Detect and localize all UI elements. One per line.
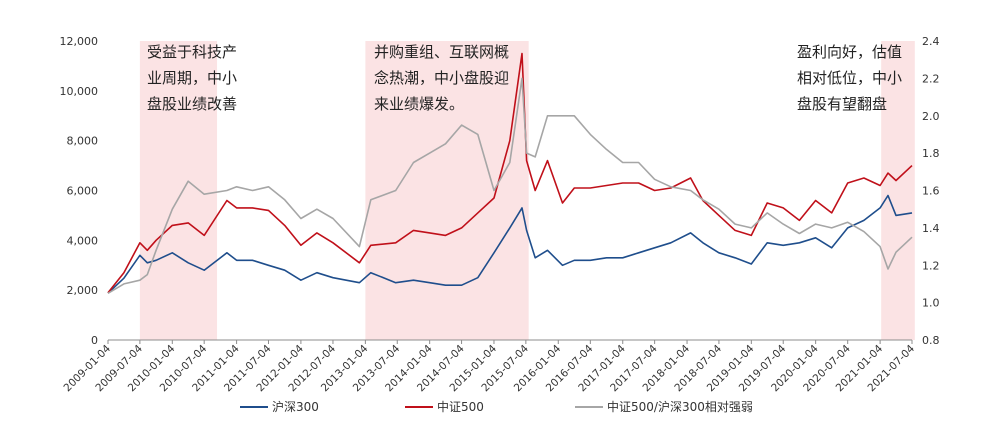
y-right-tick-label: 1.4: [922, 222, 940, 235]
y-right-tick-label: 2.0: [922, 110, 940, 123]
y-right-tick-label: 1.6: [922, 185, 940, 198]
series-lines: [107, 52, 913, 294]
y-left-tick-label: 10,000: [60, 85, 99, 98]
annotation-text-2: 并购重组、互联网概: [374, 43, 509, 61]
annotation-text-3: 盘股有望翻盘: [797, 95, 887, 113]
annotation-text-1: 业周期，中小: [147, 69, 237, 87]
y-left-tick-label: 6,000: [67, 185, 99, 198]
y-left-tick-label: 0: [91, 334, 98, 347]
annotation-text-1: 盘股业绩改善: [147, 95, 237, 113]
legend: 沪深300 中证500 中证500/沪深300相对强弱: [240, 399, 753, 414]
y-left-tick-label: 2,000: [67, 284, 99, 297]
annotation-text-2: 来业绩爆发。: [374, 95, 464, 113]
annotation-text-3: 盈利向好，估值: [797, 43, 902, 61]
shaded-region-1: [139, 41, 218, 340]
legend-label-2: 中证500: [437, 399, 484, 414]
y-right-tick-label: 1.0: [922, 297, 940, 310]
y-left-tick-label: 12,000: [60, 35, 99, 48]
shaded-regions: [139, 41, 915, 340]
legend-label-3: 中证500/沪深300相对强弱: [607, 399, 753, 414]
y-right-tick-label: 1.2: [922, 259, 940, 272]
series-line-1: [107, 194, 913, 294]
legend-label-1: 沪深300: [272, 400, 319, 414]
annotation-text-2: 念热潮，中小盘股迎: [374, 69, 509, 87]
shaded-region-3: [881, 41, 915, 340]
y-right-tick-label: 0.8: [922, 334, 940, 347]
y-right-tick-label: 1.8: [922, 147, 940, 160]
series-line-3: [107, 77, 913, 294]
y-right-tick-label: 2.2: [922, 72, 940, 85]
shaded-region-2: [365, 41, 529, 340]
y-left-tick-label: 8,000: [67, 135, 99, 148]
y-left-tick-label: 4,000: [67, 234, 99, 247]
annotation-text-3: 相对低位，中小: [797, 69, 902, 87]
y-right-tick-label: 2.4: [922, 35, 940, 48]
annotation-text-1: 受益于科技产: [147, 43, 237, 61]
